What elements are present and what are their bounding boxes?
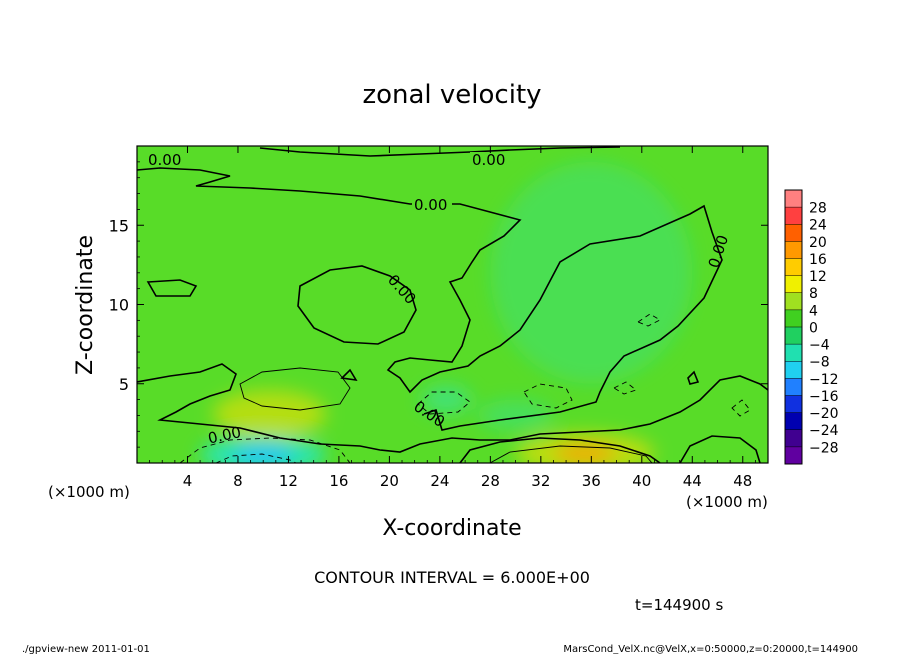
contour-label-a: 0.00 (146, 151, 186, 169)
colorbar-swatch (785, 361, 802, 379)
colorbar-label: 0 (809, 320, 818, 336)
contour-lower (137, 363, 768, 453)
field-anomaly-negative (420, 385, 472, 414)
x-tick-label: 24 (430, 472, 449, 490)
colorbar-label: 4 (809, 303, 818, 319)
x-axis-ticks: 4 8 12 16 20 24 28 32 36 40 44 48 (149, 146, 756, 490)
y-tick-label: 15 (109, 216, 129, 235)
contour-interval: CONTOUR INTERVAL = 6.000E+00 (314, 568, 590, 587)
colorbar-label: 8 (809, 286, 818, 302)
y-tick-label: 10 (109, 296, 129, 315)
colorbar-swatch (785, 446, 802, 465)
colorbar-swatch (785, 292, 802, 311)
colorbar-label: −24 (809, 423, 839, 439)
y-axis-title: Z-coordinate (73, 235, 98, 375)
footer-right: MarsCond_VelX.nc@VelX,x=0:50000,z=0:2000… (563, 644, 858, 654)
colorbar-label: −20 (809, 406, 839, 422)
svg-text:0.00: 0.00 (148, 151, 181, 169)
x-tick-label: 20 (380, 472, 399, 490)
field-anomaly-negative (490, 161, 693, 384)
field-anomaly-core (553, 443, 617, 463)
contour-top-strip (259, 146, 621, 157)
chart-title: zonal velocity (362, 80, 541, 110)
contour-right-loop (679, 435, 761, 463)
colorbar-label: −12 (809, 372, 839, 388)
colorbar-swatch (785, 395, 802, 413)
colorbar-swatch (785, 190, 802, 208)
colorbar-swatch (785, 258, 802, 276)
footer-left: ./gpview-new 2011-01-01 (22, 644, 150, 654)
colorbar-swatch (785, 275, 802, 294)
contour-bottom-cell (459, 437, 661, 463)
svg-text:0.00: 0.00 (414, 196, 447, 214)
time-label: t=144900 s (635, 596, 723, 614)
contour-positive-bottom (489, 445, 653, 463)
x-axis-title: X-coordinate (382, 516, 521, 541)
colorbar-label: −4 (809, 338, 830, 354)
contour-negative-32 (523, 383, 573, 409)
x-unit-label-right: (×1000 m) (686, 493, 768, 511)
field-anomaly-negative (477, 399, 554, 432)
field-anomaly-core (231, 443, 295, 463)
contour-label-b: 0.00 (470, 151, 510, 169)
colorbar-label: −16 (809, 389, 839, 405)
x-unit-label-left: (×1000 m) (48, 483, 130, 501)
colorbar-swatch (785, 412, 802, 431)
contour-island (297, 265, 417, 345)
colorbar-swatch (785, 241, 802, 259)
y-axis-ticks: 5 10 15 (109, 161, 768, 448)
colorbar-swatch (785, 309, 802, 328)
x-tick-label: 12 (279, 472, 298, 490)
contour-left-cap (146, 279, 198, 297)
contour-small-b (687, 370, 700, 385)
x-tick-label: 16 (329, 472, 348, 490)
colorbar-label: −28 (809, 440, 839, 456)
contour-label-c: 0.00 (412, 196, 452, 214)
y-tick-label: 5 (119, 375, 129, 394)
x-tick-label: 44 (683, 472, 702, 490)
colorbar-label: 20 (809, 235, 827, 251)
colorbar-label: −8 (809, 355, 830, 371)
contour-positive-left (239, 367, 351, 411)
colorbar-label: 28 (809, 201, 827, 217)
x-tick-label: 8 (233, 472, 243, 490)
colorbar-swatch (785, 344, 802, 362)
colorbar-label: 24 (809, 218, 827, 234)
x-tick-label: 32 (531, 472, 550, 490)
contour-small-a (340, 368, 358, 382)
contour-upper (137, 167, 723, 431)
colorbar-swatch (785, 224, 802, 242)
colorbar-label: 12 (809, 269, 827, 285)
x-tick-label: 36 (582, 472, 601, 490)
x-tick-label: 48 (733, 472, 752, 490)
field-anomaly-positive (212, 390, 327, 438)
x-tick-label: 4 (183, 472, 193, 490)
nonzero-contours (179, 313, 751, 463)
plot-area: 0.00 0.00 0.00 0.00 0.00 0.00 0.00 (137, 146, 768, 463)
colorbar-swatch (785, 429, 802, 448)
field-anomalies (200, 161, 693, 463)
x-tick-label: 40 (632, 472, 651, 490)
colorbar-label: 16 (809, 252, 827, 268)
contour-negative-mid (417, 391, 471, 415)
svg-text:0.00: 0.00 (472, 151, 505, 169)
colorbar-swatch (785, 378, 802, 396)
colorbar-swatch (785, 207, 802, 225)
x-tick-label: 28 (481, 472, 500, 490)
colorbar-swatch (785, 327, 802, 345)
zero-contours (137, 146, 768, 463)
contour-negative-core (215, 453, 297, 463)
contour-negative-40 (637, 313, 661, 327)
